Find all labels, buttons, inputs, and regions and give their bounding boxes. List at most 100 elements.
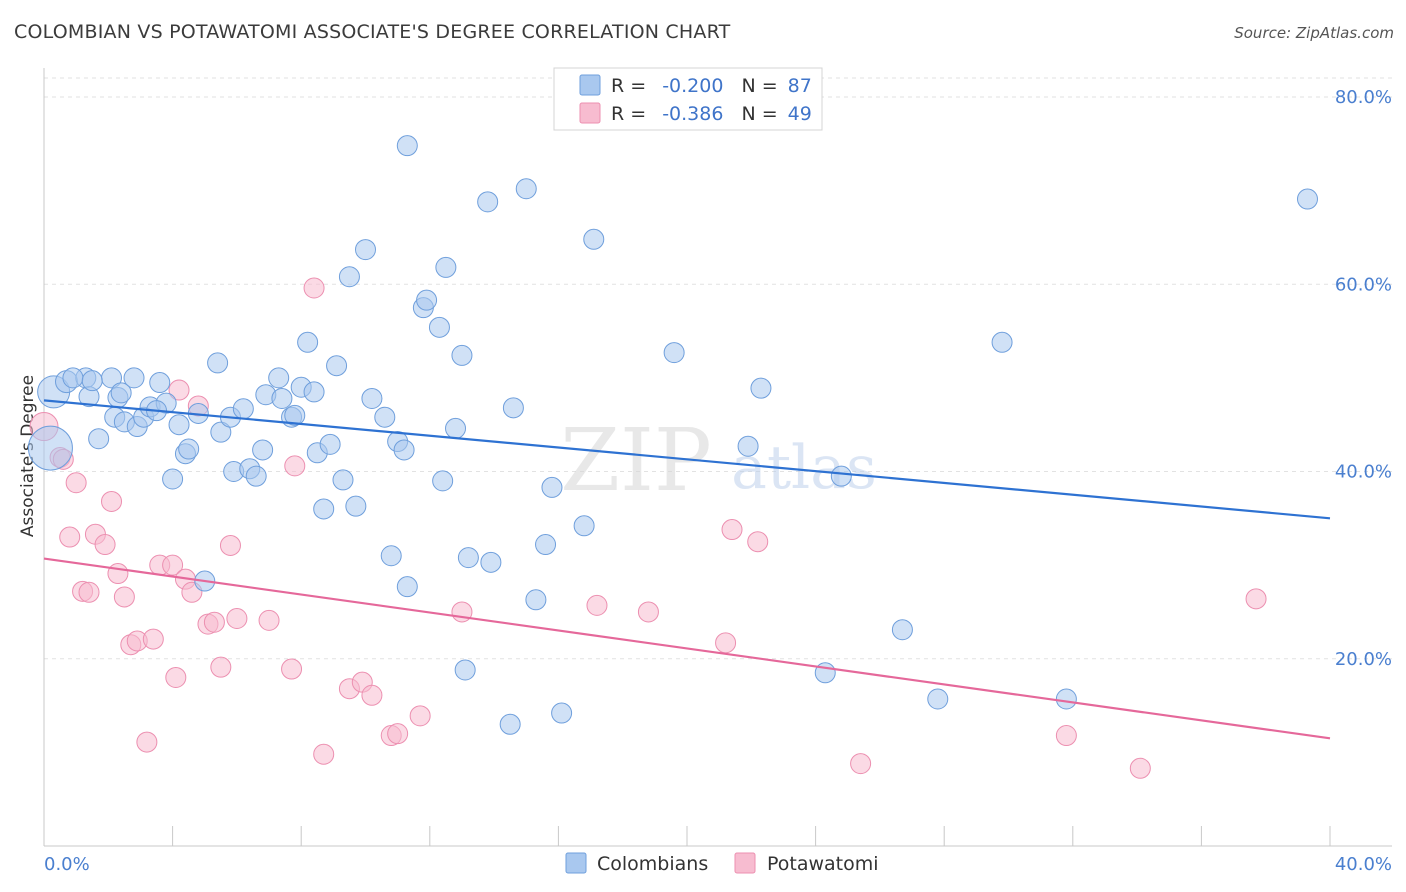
y-tick-label: 60.0% [1335, 274, 1392, 295]
stats-row-colombians: R = -0.200 N = 87 [611, 75, 812, 97]
potawatomi-point [65, 472, 87, 494]
colombians-point [27, 425, 73, 471]
potawatomi-point [313, 743, 335, 765]
potawatomi-point [409, 705, 431, 727]
colombians-point [737, 435, 759, 457]
potawatomi-point [1245, 588, 1267, 610]
colombians-points [27, 135, 1318, 735]
colombians-point [454, 659, 476, 681]
colombians-point [162, 468, 184, 490]
colombians-point [541, 476, 563, 498]
stats-r-value: -0.386 [662, 103, 723, 125]
potawatomi-point [165, 666, 187, 688]
colombians-trendline [43, 399, 1331, 520]
colombians-point [62, 367, 84, 389]
legend-label-colombians: Colombians [597, 853, 708, 875]
x-ticks [43, 826, 1331, 846]
colombians-point [319, 433, 341, 455]
potawatomi-point [94, 534, 116, 556]
potawatomi-point [303, 277, 325, 299]
potawatomi-point [721, 519, 743, 541]
potawatomi-point [219, 534, 241, 556]
colombians-point [830, 465, 852, 487]
potawatomi-point [361, 684, 383, 706]
potawatomi-point [850, 753, 872, 775]
colombians-point [428, 316, 450, 338]
colombians-point [245, 465, 267, 487]
colombians-point [88, 428, 110, 450]
colombians-point [435, 256, 457, 278]
colombians-point [499, 713, 521, 735]
potawatomi-point [168, 379, 190, 401]
colombians-point [332, 469, 354, 491]
potawatomi-point [1055, 725, 1077, 747]
stats-box: R = -0.200 N = 87 R = -0.386 N = 49 [553, 67, 823, 131]
legend: Colombians Potawatomi [565, 852, 879, 875]
legend-swatch-colombians [565, 852, 587, 874]
axes [43, 68, 1392, 847]
colombians-point [268, 367, 290, 389]
colombians-point [345, 495, 367, 517]
colombians-point [393, 439, 415, 461]
watermark: ZIP atlas [560, 411, 877, 511]
colombians-point [416, 289, 438, 311]
stats-r-label: R = [611, 103, 652, 125]
y-tick-label: 80.0% [1335, 87, 1392, 108]
colombians-point [535, 534, 557, 556]
potawatomi-point [203, 611, 225, 633]
colombians-point [1055, 688, 1077, 710]
colombians-point [81, 370, 103, 392]
colombians-point [927, 688, 949, 710]
colombians-point [991, 331, 1013, 353]
colombians-point [663, 342, 685, 364]
colombians-point [480, 551, 502, 573]
colombians-point [457, 547, 479, 569]
potawatomi-point [586, 594, 608, 616]
potawatomi-point [59, 526, 81, 548]
legend-swatch-potawatomi [734, 852, 756, 874]
colombians-point [123, 367, 145, 389]
potawatomi-point [258, 609, 280, 631]
potawatomi-point [226, 607, 248, 629]
y-axis-title: Associate's Degree [18, 375, 38, 537]
colombians-point [432, 470, 454, 492]
potawatomi-points [29, 277, 1267, 779]
colombians-point [284, 404, 306, 426]
colombians-point [380, 545, 402, 567]
colombians-point [1296, 188, 1318, 210]
colombians-point [232, 398, 254, 420]
stats-n-value: 87 [788, 75, 812, 97]
potawatomi-point [637, 601, 659, 623]
colombians-point [313, 498, 335, 520]
colombians-point [355, 239, 376, 261]
potawatomi-point [78, 581, 100, 603]
colombians-point [178, 438, 200, 460]
colombians-point [326, 355, 348, 377]
potawatomi-point [113, 586, 135, 608]
colombians-point [396, 135, 418, 157]
chart-source: Source: ZipAtlas.com [1234, 24, 1394, 42]
colombians-point [515, 178, 537, 200]
stats-swatch-pink [579, 102, 601, 124]
potawatomi-point [142, 628, 164, 650]
legend-label-potawatomi: Potawatomi [767, 853, 879, 875]
potawatomi-trendline [43, 557, 1331, 740]
stats-n-label: N = [741, 75, 783, 97]
colombians-point [338, 266, 360, 288]
colombians-point [252, 439, 274, 461]
y-tick-labels: 20.0% 40.0% 60.0% 80.0% [1335, 87, 1392, 670]
colombians-point [210, 421, 232, 443]
colombians-point [477, 191, 499, 213]
stats-n-label: N = [741, 103, 783, 125]
colombians-point [110, 382, 132, 404]
stats-row-potawatomi: R = -0.386 N = 49 [611, 103, 812, 125]
colombians-point [271, 387, 293, 409]
colombians-point [891, 619, 913, 641]
potawatomi-point [747, 531, 769, 553]
y-tick-label: 40.0% [1335, 462, 1392, 483]
chart-title: COLOMBIAN VS POTAWATOMI ASSOCIATE'S DEGR… [14, 21, 731, 43]
watermark-zip: ZIP [560, 411, 712, 511]
gridlines [44, 77, 1392, 660]
x-tick-label-min: 0.0% [44, 854, 90, 875]
stats-r-label: R = [611, 75, 652, 97]
